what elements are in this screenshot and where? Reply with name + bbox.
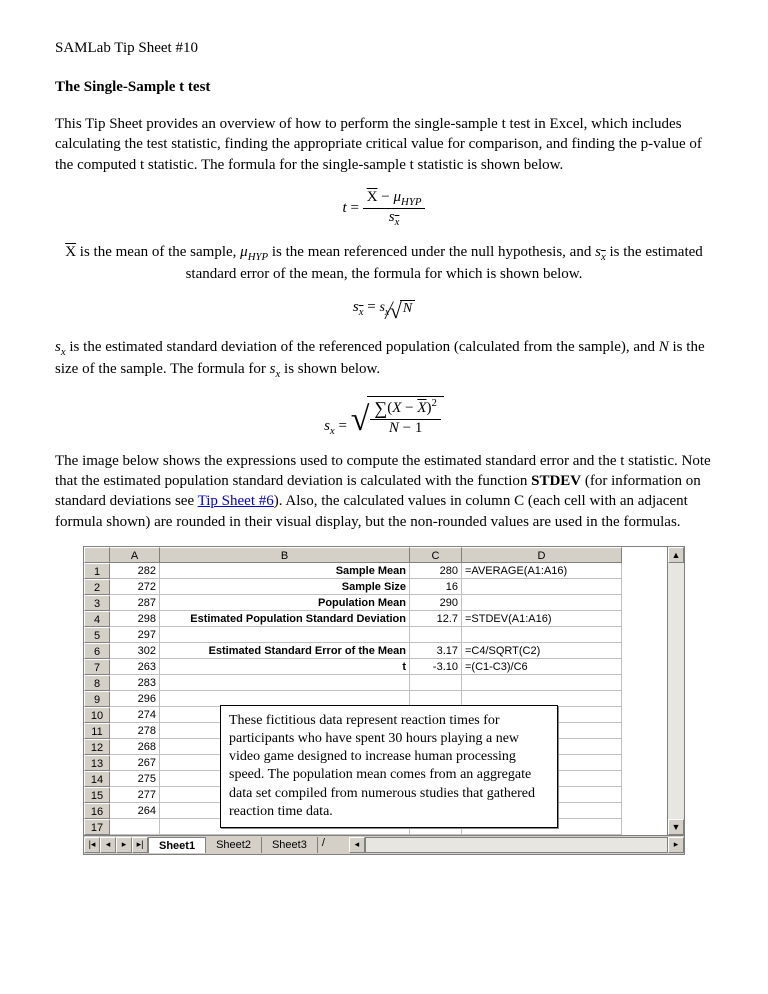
sheet-tab[interactable]: Sheet2 — [206, 837, 262, 853]
cell[interactable]: 275 — [110, 771, 160, 787]
explain-para-1: X is the mean of the sample, μHYP is the… — [55, 242, 713, 285]
cell[interactable]: 277 — [110, 787, 160, 803]
cell[interactable]: 267 — [110, 755, 160, 771]
cell[interactable] — [160, 675, 410, 691]
cell[interactable] — [462, 627, 622, 643]
cell[interactable]: 274 — [110, 707, 160, 723]
row-header[interactable]: 6 — [84, 643, 110, 659]
cell[interactable] — [462, 595, 622, 611]
cell[interactable]: 296 — [110, 691, 160, 707]
cell[interactable]: -3.10 — [410, 659, 462, 675]
cell[interactable]: 16 — [410, 579, 462, 595]
doc-header: SAMLab Tip Sheet #10 — [55, 40, 713, 57]
cell[interactable]: 3.17 — [410, 643, 462, 659]
explain-para-2: sx is the estimated standard deviation o… — [55, 337, 713, 382]
row-header[interactable]: 1 — [84, 563, 110, 579]
row-header[interactable]: 4 — [84, 611, 110, 627]
cell[interactable]: 264 — [110, 803, 160, 819]
cell[interactable]: =C4/SQRT(C2) — [462, 643, 622, 659]
row-header[interactable]: 7 — [84, 659, 110, 675]
cell[interactable]: Population Mean — [160, 595, 410, 611]
row-header[interactable]: 5 — [84, 627, 110, 643]
scroll-right-icon[interactable]: ▸ — [668, 837, 684, 853]
row-header[interactable]: 13 — [84, 755, 110, 771]
cell[interactable] — [160, 627, 410, 643]
scroll-left-icon[interactable]: ◂ — [349, 837, 365, 853]
stdev-function: STDEV — [531, 473, 581, 489]
row-header[interactable]: 11 — [84, 723, 110, 739]
text: is the mean referenced under the null hy… — [268, 244, 595, 260]
column-header[interactable]: C — [410, 547, 462, 563]
row-header[interactable]: 16 — [84, 803, 110, 819]
column-header[interactable]: B — [160, 547, 410, 563]
row-header[interactable]: 15 — [84, 787, 110, 803]
sheet-tabs-bar: |◂ ◂ ▸ ▸| Sheet1Sheet2Sheet3 / ◂ ▸ — [84, 835, 684, 854]
cell[interactable] — [410, 627, 462, 643]
cell[interactable]: 290 — [410, 595, 462, 611]
cell[interactable]: Estimated Standard Error of the Mean — [160, 643, 410, 659]
cell[interactable]: t — [160, 659, 410, 675]
cell[interactable] — [110, 819, 160, 835]
cell[interactable]: 298 — [110, 611, 160, 627]
formula-std-dev: sx = √ ∑(X − X)2 N − 1 — [55, 396, 713, 437]
row-header[interactable]: 3 — [84, 595, 110, 611]
text: is shown below. — [280, 361, 380, 377]
row-header[interactable]: 17 — [84, 819, 110, 835]
scroll-up-icon[interactable]: ▲ — [668, 547, 684, 563]
row-header[interactable]: 8 — [84, 675, 110, 691]
cell[interactable] — [462, 579, 622, 595]
cell[interactable]: 268 — [110, 739, 160, 755]
formula-t-statistic: t = X − μHYP sx — [55, 189, 713, 228]
text: is the estimated standard deviation of t… — [66, 339, 659, 355]
tab-last-icon[interactable]: ▸| — [132, 837, 148, 853]
sheet-tab[interactable]: Sheet1 — [148, 837, 206, 853]
tab-next-icon[interactable]: ▸ — [116, 837, 132, 853]
row-headers: 1234567891011121314151617 — [84, 547, 110, 835]
cell[interactable]: 280 — [410, 563, 462, 579]
intro-paragraph: This Tip Sheet provides an overview of h… — [55, 114, 713, 175]
formula-std-error: sx = sx ⁄ √N — [55, 299, 713, 323]
column-header[interactable]: D — [462, 547, 622, 563]
row-header[interactable]: 10 — [84, 707, 110, 723]
cell[interactable]: 278 — [110, 723, 160, 739]
doc-title: The Single-Sample t test — [55, 79, 713, 96]
cell[interactable]: 272 — [110, 579, 160, 595]
cell[interactable]: 282 — [110, 563, 160, 579]
column-headers: ABCD — [110, 547, 667, 563]
cell[interactable]: 12.7 — [410, 611, 462, 627]
horizontal-scrollbar[interactable]: ◂ ▸ — [349, 837, 684, 853]
sheet-tab[interactable]: Sheet3 — [262, 837, 318, 853]
row-header[interactable]: 14 — [84, 771, 110, 787]
cell[interactable]: 263 — [110, 659, 160, 675]
cell[interactable] — [462, 675, 622, 691]
cell[interactable] — [410, 675, 462, 691]
cell[interactable]: =STDEV(A1:A16) — [462, 611, 622, 627]
excel-screenshot: 1234567891011121314151617 ABCD 282Sample… — [83, 546, 685, 855]
column-header[interactable]: A — [110, 547, 160, 563]
cell[interactable]: Sample Size — [160, 579, 410, 595]
scroll-down-icon[interactable]: ▼ — [668, 819, 684, 835]
cell[interactable]: 283 — [110, 675, 160, 691]
cell[interactable]: 297 — [110, 627, 160, 643]
cell[interactable]: Estimated Population Standard Deviation — [160, 611, 410, 627]
callout-box: These fictitious data represent reaction… — [220, 705, 558, 828]
row-header[interactable]: 12 — [84, 739, 110, 755]
row-header[interactable]: 9 — [84, 691, 110, 707]
tip-sheet-link[interactable]: Tip Sheet #6 — [198, 493, 274, 509]
cell[interactable]: 287 — [110, 595, 160, 611]
cell[interactable]: Sample Mean — [160, 563, 410, 579]
cell[interactable]: 302 — [110, 643, 160, 659]
cell[interactable]: =AVERAGE(A1:A16) — [462, 563, 622, 579]
tab-first-icon[interactable]: |◂ — [84, 837, 100, 853]
vertical-scrollbar[interactable]: ▲ ▼ — [667, 547, 684, 835]
tab-prev-icon[interactable]: ◂ — [100, 837, 116, 853]
select-all-corner[interactable] — [84, 547, 110, 563]
cell[interactable]: =(C1-C3)/C6 — [462, 659, 622, 675]
text: is the mean of the sample, — [76, 244, 240, 260]
explain-para-3: The image below shows the expressions us… — [55, 451, 713, 532]
row-header[interactable]: 2 — [84, 579, 110, 595]
